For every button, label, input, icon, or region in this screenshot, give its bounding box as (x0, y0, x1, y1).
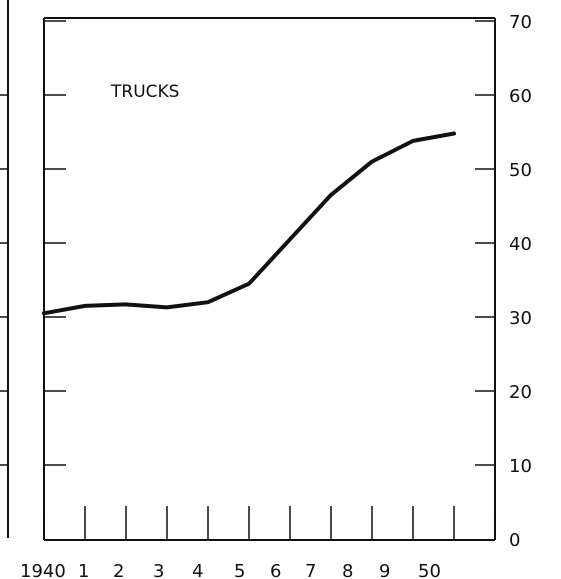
y-tick-label: 20 (509, 382, 532, 403)
x-tick-label: 8 (342, 561, 353, 579)
x-tick-label: 6 (270, 561, 281, 579)
chart-frame (7, 0, 496, 541)
y-tick-label: 50 (509, 160, 532, 181)
axis-ticks (0, 20, 496, 540)
trucks-series-line (42, 131, 456, 316)
x-tick-label: 50 (418, 561, 441, 579)
x-tick-label: 2 (113, 561, 124, 579)
x-tick-label: 3 (153, 561, 164, 579)
y-tick-label: 60 (509, 86, 532, 107)
y-tick-label: 10 (509, 456, 532, 477)
data-line-layer (42, 131, 456, 316)
trucks-annotation: TRUCKS (110, 82, 179, 102)
x-tick-label: 5 (234, 561, 245, 579)
x-tick-label: 1940 (20, 561, 66, 579)
x-tick-label: 9 (379, 561, 390, 579)
x-tick-label: 4 (192, 561, 203, 579)
y-tick-label: 0 (509, 530, 520, 551)
y-tick-label: 40 (509, 234, 532, 255)
y-tick-label: 70 (509, 12, 532, 33)
x-tick-label: 7 (305, 561, 316, 579)
axis-labels: 10 20 30 40 50 60 70 0 1940 1 2 3 4 5 6 7 8 9 50 TRUCKS (20, 12, 532, 579)
y-tick-label: 30 (509, 308, 532, 329)
x-tick-label: 1 (78, 561, 89, 579)
